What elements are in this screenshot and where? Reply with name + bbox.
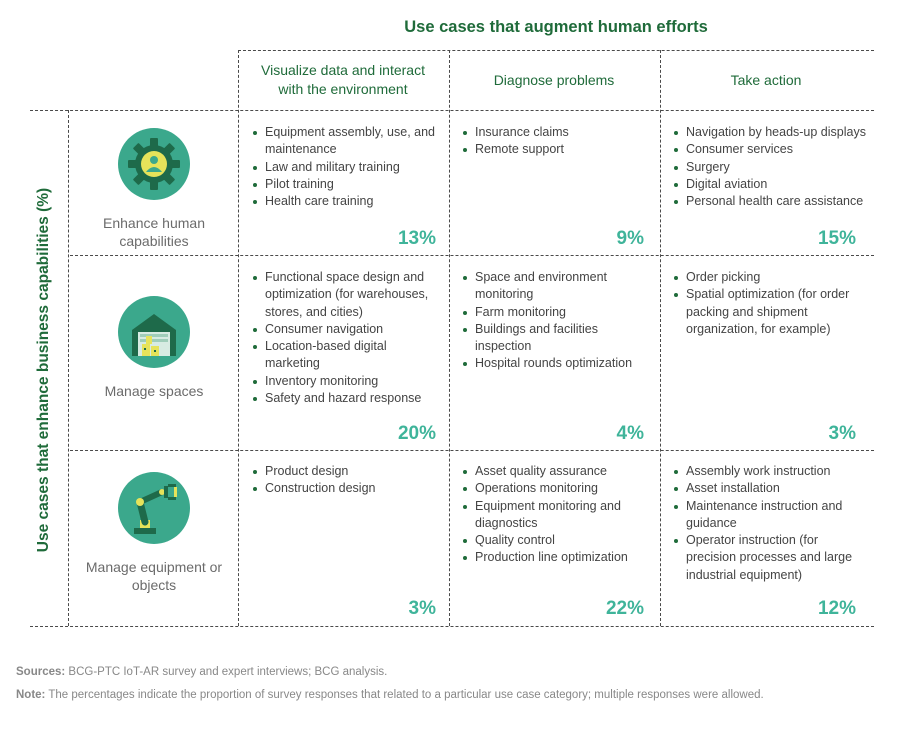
list-item: Inventory monitoring — [253, 373, 439, 390]
list-item: Construction design — [253, 480, 439, 497]
cell-enhance-action: Navigation by heads-up displays Consumer… — [670, 124, 875, 210]
cell-spaces-visualize: Functional space design and optimization… — [249, 269, 439, 407]
list-item: Personal health care assistance — [674, 193, 875, 210]
note-text: The percentages indicate the proportion … — [45, 689, 764, 701]
use-case-list: Assembly work instruction Asset installa… — [670, 463, 865, 584]
list-item: Functional space design and optimization… — [253, 269, 439, 321]
list-item: Consumer navigation — [253, 321, 439, 338]
use-case-list: Navigation by heads-up displays Consumer… — [670, 124, 875, 210]
list-item: Operator instruction (for precision proc… — [674, 532, 865, 584]
list-item: Production line optimization — [463, 549, 654, 566]
grid-line-header — [30, 110, 874, 111]
percent-value: 9% — [616, 228, 644, 249]
grid-line-bottom — [30, 626, 874, 627]
note-label: Note: — [16, 689, 46, 701]
warehouse-icon — [118, 296, 190, 368]
column-header-take-action: Take action — [730, 71, 802, 88]
gear-person-icon — [118, 128, 190, 200]
footnote: Note: The percentages indicate the propo… — [16, 689, 764, 701]
cell-equipment-diagnose: Asset quality assurance Operations monit… — [459, 463, 654, 567]
list-item: Surgery — [674, 159, 875, 176]
use-case-list: Equipment assembly, use, and maintenance… — [249, 124, 439, 210]
list-item: Farm monitoring — [463, 304, 654, 321]
grid-line-row1 — [70, 255, 874, 256]
robot-arm-icon — [118, 472, 190, 544]
use-case-list: Order picking Spatial optimization (for … — [670, 269, 860, 338]
percent-value: 3% — [828, 423, 856, 444]
list-item: Health care training — [253, 193, 439, 210]
list-item: Hospital rounds optimization — [463, 355, 654, 372]
list-item: Quality control — [463, 532, 654, 549]
list-item: Pilot training — [253, 176, 439, 193]
cell-equipment-action: Assembly work instruction Asset installa… — [670, 463, 865, 584]
use-case-list: Insurance claims Remote support — [459, 124, 654, 159]
use-case-list: Product design Construction design — [249, 463, 439, 498]
list-item: Digital aviation — [674, 176, 875, 193]
percent-value: 13% — [397, 228, 436, 249]
cell-spaces-action: Order picking Spatial optimization (for … — [670, 269, 860, 338]
list-item: Spatial optimization (for order packing … — [674, 286, 860, 338]
list-item: Location-based digital marketing — [253, 338, 439, 373]
list-item: Consumer services — [674, 141, 875, 158]
row-header-enhance-human: Enhance human capabilities — [70, 128, 238, 250]
sources-text: BCG-PTC IoT-AR survey and expert intervi… — [65, 666, 388, 678]
percent-value: 15% — [817, 228, 856, 249]
list-item: Product design — [253, 463, 439, 480]
percent-value: 12% — [817, 598, 856, 619]
grid-line-v2 — [449, 50, 450, 626]
list-item: Assembly work instruction — [674, 463, 865, 480]
list-item: Equipment monitoring and diagnostics — [463, 498, 654, 533]
list-item: Law and military training — [253, 159, 439, 176]
grid-line-v0 — [68, 110, 69, 626]
grid-line-v1 — [238, 50, 239, 626]
cell-enhance-visualize: Equipment assembly, use, and maintenance… — [249, 124, 439, 210]
list-item: Asset installation — [674, 480, 865, 497]
cell-equipment-visualize: Product design Construction design — [249, 463, 439, 498]
list-item: Equipment assembly, use, and maintenance — [253, 124, 439, 159]
list-item: Maintenance instruction and guidance — [674, 498, 865, 533]
percent-value: 4% — [616, 423, 644, 444]
cell-enhance-diagnose: Insurance claims Remote support — [459, 124, 654, 159]
list-item: Asset quality assurance — [463, 463, 654, 480]
row-header-manage-spaces: Manage spaces — [70, 296, 238, 400]
row-header-manage-equipment: Manage equipment or objects — [70, 472, 238, 594]
list-item: Safety and hazard response — [253, 390, 439, 407]
use-case-list: Functional space design and optimization… — [249, 269, 439, 407]
list-item: Remote support — [463, 141, 654, 158]
sources-label: Sources: — [16, 666, 66, 678]
row-label: Manage equipment or objects — [85, 559, 223, 593]
top-title: Use cases that augment human efforts — [404, 18, 708, 36]
list-item: Insurance claims — [463, 124, 654, 141]
sources-note: Sources: BCG-PTC IoT-AR survey and exper… — [16, 666, 387, 678]
grid-line-row2 — [70, 450, 874, 451]
row-label: Manage spaces — [104, 383, 204, 399]
list-item: Buildings and facilities inspection — [463, 321, 654, 356]
vertical-axis-label: Use cases that enhance business capabili… — [35, 187, 52, 553]
use-case-list: Asset quality assurance Operations monit… — [459, 463, 654, 567]
percent-value: 20% — [397, 423, 436, 444]
cell-spaces-diagnose: Space and environment monitoring Farm mo… — [459, 269, 654, 373]
grid-line-top — [238, 50, 874, 51]
row-label: Enhance human capabilities — [103, 215, 205, 249]
grid-line-v3 — [660, 50, 661, 626]
percent-value: 22% — [605, 598, 644, 619]
list-item: Order picking — [674, 269, 860, 286]
column-header-visualize: Visualize data and interact with the env… — [261, 62, 425, 97]
column-header-diagnose: Diagnose problems — [493, 71, 615, 88]
list-item: Space and environment monitoring — [463, 269, 654, 304]
list-item: Navigation by heads-up displays — [674, 124, 875, 141]
percent-value: 3% — [408, 598, 436, 619]
use-case-list: Space and environment monitoring Farm mo… — [459, 269, 654, 373]
list-item: Operations monitoring — [463, 480, 654, 497]
